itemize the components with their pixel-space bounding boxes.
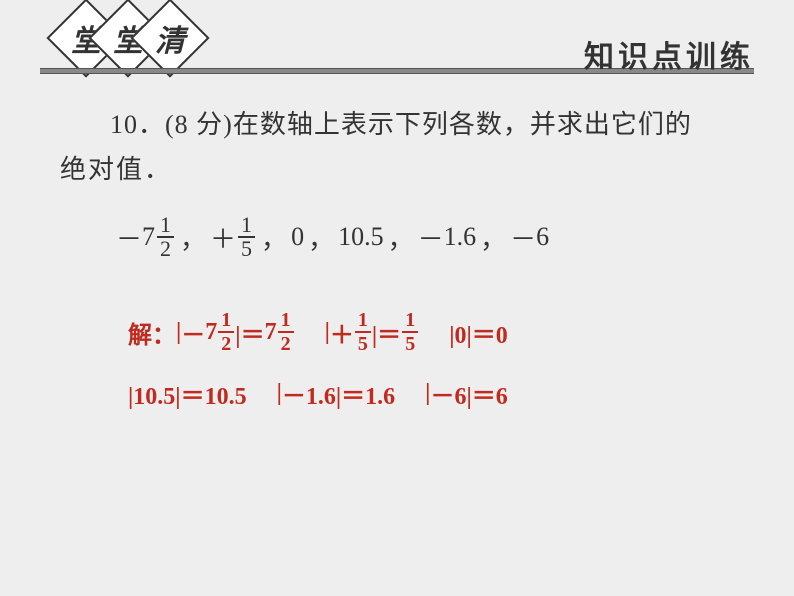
n6-sign: －	[510, 219, 536, 256]
sep5: ，	[480, 219, 506, 256]
sol1b-rnum: 1	[402, 310, 418, 333]
n4: 10.5	[338, 222, 384, 252]
sol-2a: |10.5|＝10.5	[128, 376, 247, 411]
n1-den: 2	[157, 238, 174, 260]
sol2c-sign: －	[430, 376, 454, 411]
n2-frac: 1 5	[238, 214, 255, 260]
sol1b-rden: 5	[402, 333, 418, 354]
sol1a-whole: 7	[205, 319, 217, 346]
sol1b-lden: 5	[355, 333, 371, 354]
n1-num: 1	[157, 214, 174, 238]
solution-row-1: 解： | － 7 1 2 |＝ 7 1 2 | ＋	[128, 310, 754, 354]
sep2: ，	[261, 219, 287, 256]
problem-line-2: 绝对值．	[60, 149, 754, 186]
sol-2c: | － 6|＝6	[425, 376, 508, 411]
n1-sign: －	[116, 219, 142, 256]
n2-num: 1	[238, 214, 255, 238]
sol1a-rnum: 1	[278, 310, 294, 333]
header: 堂 堂 清 知识点训练	[0, 0, 794, 90]
sol1a-rfrac: 1 2	[278, 310, 294, 354]
sol-1c: |0|＝0	[449, 315, 508, 350]
subtitle: 知识点训练	[584, 32, 754, 76]
n5-val: 1.6	[444, 222, 477, 252]
sol1b-sign: ＋	[330, 315, 354, 350]
sol1a-rden: 2	[278, 333, 294, 354]
sol1b-rfrac: 1 5	[402, 310, 418, 354]
sol1a-rwhole: 7	[265, 319, 277, 346]
sol1a-mid: |＝	[235, 315, 264, 350]
n1-whole: 7	[142, 222, 155, 252]
sol1b-lnum: 1	[355, 310, 371, 333]
sol2b-sign: －	[282, 376, 306, 411]
diamond-3-text: 清	[155, 16, 185, 60]
problem-line-1: 10．(8 分)在数轴上表示下列各数，并求出它们的	[60, 100, 754, 149]
sep4: ，	[388, 219, 414, 256]
n1-frac: 1 2	[157, 214, 174, 260]
solution-label: 解：	[128, 315, 176, 350]
sol1b-lfrac: 1 5	[355, 310, 371, 354]
sol2b-val: 1.6|＝1.6	[306, 376, 395, 411]
n5-sign: －	[418, 219, 444, 256]
sol-2b: | － 1.6|＝1.6	[277, 376, 396, 411]
solution-block: 解： | － 7 1 2 |＝ 7 1 2 | ＋	[128, 310, 754, 411]
n2-den: 5	[238, 238, 255, 260]
content: 10．(8 分)在数轴上表示下列各数，并求出它们的 绝对值． － 7 1 2 ，…	[60, 100, 754, 433]
sol-1a: | － 7 1 2 |＝ 7 1 2	[176, 310, 295, 354]
sol1a-sign: －	[181, 315, 205, 350]
sol1a-lnum: 1	[218, 310, 234, 333]
sol2c-val: 6|＝6	[454, 376, 507, 411]
n3: 0	[291, 222, 304, 252]
sol1a-lden: 2	[218, 333, 234, 354]
n6-val: 6	[536, 222, 549, 252]
sep1: ，	[180, 219, 206, 256]
numbers-list: － 7 1 2 ， ＋ 1 5 ， 0 ， 10.5 ， － 1.6 ， － 6	[116, 214, 754, 260]
solution-row-2: |10.5|＝10.5 | － 1.6|＝1.6 | － 6|＝6	[128, 376, 754, 411]
n2-sign: ＋	[210, 219, 236, 256]
diamond-group: 堂 堂 清	[58, 10, 184, 66]
sep3: ，	[308, 219, 334, 256]
sol1b-mid: |＝	[372, 315, 401, 350]
diamond-3: 清	[130, 0, 209, 78]
sol1a-lfrac: 1 2	[218, 310, 234, 354]
sol-1b: | ＋ 1 5 |＝ 1 5	[325, 310, 420, 354]
